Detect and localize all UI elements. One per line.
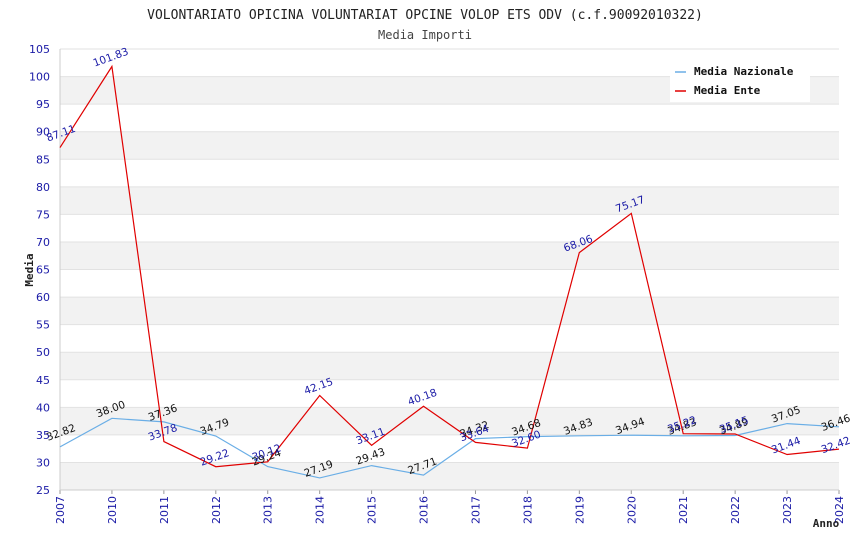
legend-label-media-ente: Media Ente <box>694 84 761 97</box>
x-tick-label: 2010 <box>106 496 119 524</box>
x-tick-label: 2021 <box>677 496 690 524</box>
chart-title: VOLONTARIATO OPICINA VOLUNTARIAT OPCINE … <box>147 8 703 23</box>
legend-box <box>670 60 810 102</box>
y-tick-label: 45 <box>36 374 50 387</box>
y-tick-label: 30 <box>36 456 50 469</box>
x-tick-label: 2015 <box>366 496 379 524</box>
axes <box>59 49 839 491</box>
series-line-media-ente <box>59 64 840 468</box>
grid-band <box>60 186 839 215</box>
y-tick-label: 50 <box>36 346 50 359</box>
y-tick-label: 60 <box>36 291 50 304</box>
x-tick-label: 2024 <box>833 496 846 524</box>
grid-band <box>60 214 839 242</box>
y-tick-label: 40 <box>36 401 50 414</box>
y-axis-ticks: 25 30 35 40 45 50 55 60 65 70 75 80 85 90 95 100 105 <box>29 43 50 497</box>
x-tick-label: 2014 <box>314 496 327 524</box>
x-tick-label: 2013 <box>262 496 275 524</box>
y-tick-label: 70 <box>36 236 50 249</box>
x-tick-label: 2022 <box>729 496 742 524</box>
grid-band <box>60 379 839 408</box>
legend-label-media-nazionale: Media Nazionale <box>694 65 794 78</box>
legend: Media Nazionale Media Ente <box>670 60 810 102</box>
y-tick-label: 55 <box>36 319 50 332</box>
x-tick-label: 2012 <box>210 496 223 524</box>
gridlines <box>60 48 839 491</box>
x-tick-label: 2011 <box>158 496 171 524</box>
grid-band <box>60 324 839 353</box>
x-tick-label: 2017 <box>469 496 482 524</box>
x-axis-ticks: 2007 2010 2011 2012 2013 2014 2015 2016 2017 2018… <box>54 490 846 524</box>
y-tick-label: 35 <box>36 429 50 442</box>
series-line-media-nazionale <box>59 417 840 479</box>
x-axis-label: Anno <box>813 517 840 530</box>
y-tick-label: 80 <box>36 181 50 194</box>
grid-band <box>60 159 839 187</box>
y-tick-label: 105 <box>29 43 50 56</box>
x-tick-label: 2016 <box>418 496 431 524</box>
grid-band <box>60 131 839 160</box>
grid-bands <box>60 49 839 490</box>
grid-band <box>60 297 839 325</box>
y-tick-label: 75 <box>36 208 50 221</box>
y-tick-label: 25 <box>36 484 50 497</box>
grid-band <box>60 407 839 435</box>
grid-band <box>60 241 839 270</box>
series-lines <box>59 64 840 479</box>
y-tick-label: 85 <box>36 153 50 166</box>
x-tick-label: 2007 <box>54 496 67 524</box>
y-tick-label: 65 <box>36 264 50 277</box>
y-axis-label: Media <box>23 253 36 286</box>
x-tick-label: 2019 <box>573 496 586 524</box>
grid-band <box>60 104 839 132</box>
y-tick-label: 95 <box>36 98 50 111</box>
y-tick-label: 90 <box>36 126 50 139</box>
grid-band <box>60 462 839 490</box>
grid-band <box>60 352 839 380</box>
x-tick-label: 2023 <box>781 496 794 524</box>
grid-band <box>60 434 839 463</box>
y-tick-label: 100 <box>29 71 50 84</box>
grid-band <box>60 269 839 298</box>
chart-subtitle: Media Importi <box>378 28 472 42</box>
x-tick-label: 2018 <box>521 496 534 524</box>
x-tick-label: 2020 <box>625 496 638 524</box>
